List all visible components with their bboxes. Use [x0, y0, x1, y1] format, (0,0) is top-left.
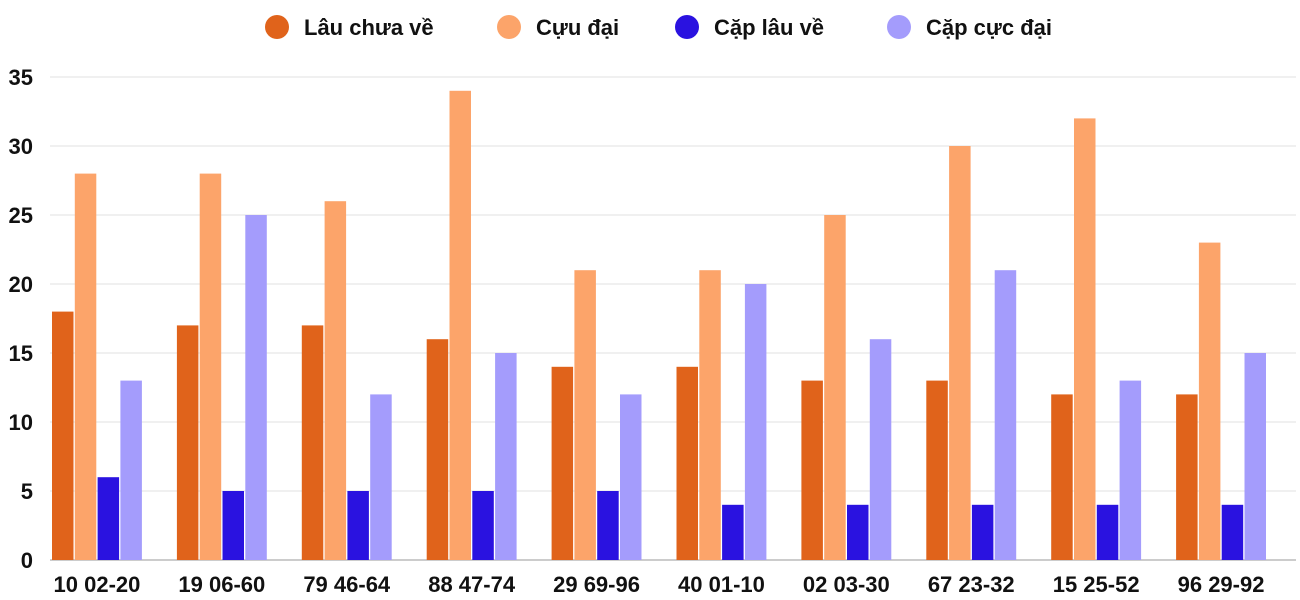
bar [74, 173, 97, 560]
bar [676, 366, 698, 560]
bar [1176, 394, 1198, 560]
x-axis-ticks: 10 02-20 19 06-60 79 46-64 88 47-74 29 69-96… [54, 572, 1265, 597]
bars [52, 90, 1266, 561]
bar [97, 477, 120, 560]
bar [472, 491, 494, 560]
legend-swatch [265, 15, 289, 39]
bar [1221, 504, 1244, 560]
x-tick-label: 10 02-20 [54, 572, 141, 597]
y-tick-label: 5 [21, 479, 33, 504]
x-tick-label: 15 25-52 [1053, 572, 1140, 597]
bar [426, 339, 449, 560]
legend-label: Cặp lâu về [714, 15, 824, 40]
legend-item: Cựu đại [497, 15, 619, 40]
y-tick-label: 30 [9, 134, 33, 159]
gridlines [50, 76, 1296, 561]
bar [847, 504, 869, 560]
bar [597, 491, 619, 560]
bar [574, 270, 596, 560]
legend-label: Cặp cực đại [926, 15, 1052, 40]
bar [1051, 394, 1073, 560]
bar [551, 366, 574, 560]
legend-item: Cặp lâu về [675, 15, 824, 40]
x-tick-label: 02 03-30 [803, 572, 890, 597]
legend-label: Cựu đại [536, 15, 619, 40]
x-tick-label: 88 47-74 [428, 572, 516, 597]
legend: Lâu chưa về Cựu đại Cặp lâu về Cặp cực đại [265, 15, 1052, 40]
bar [801, 380, 823, 560]
bar [120, 380, 142, 560]
bar [301, 325, 324, 560]
bar [370, 394, 392, 560]
bar [199, 173, 222, 560]
y-tick-label: 0 [21, 548, 33, 573]
legend-label: Lâu chưa về [304, 15, 434, 40]
bar [449, 90, 471, 561]
bar [994, 270, 1017, 560]
bar [722, 504, 744, 560]
bar [869, 339, 892, 560]
bar [1074, 118, 1096, 561]
bar [1096, 504, 1119, 560]
y-tick-label: 15 [9, 341, 33, 366]
bar [1119, 380, 1142, 560]
x-tick-label: 19 06-60 [178, 572, 265, 597]
x-tick-label: 40 01-10 [678, 572, 765, 597]
bar [620, 394, 642, 560]
x-tick-label: 29 69-96 [553, 572, 640, 597]
y-tick-label: 35 [9, 65, 33, 90]
bar [324, 201, 347, 560]
x-tick-label: 67 23-32 [928, 572, 1015, 597]
y-tick-label: 10 [9, 410, 33, 435]
bar [926, 380, 948, 560]
bar [971, 504, 994, 560]
legend-item: Cặp cực đại [887, 15, 1052, 40]
bar [176, 325, 199, 560]
x-tick-label: 79 46-64 [303, 572, 391, 597]
y-axis-ticks: 0 5 10 15 20 25 30 35 [9, 65, 33, 573]
legend-swatch [497, 15, 521, 39]
legend-item: Lâu chưa về [265, 15, 434, 40]
bar [245, 215, 267, 560]
bar [347, 491, 369, 560]
bar [744, 284, 767, 560]
legend-swatch [887, 15, 911, 39]
bar [824, 215, 846, 560]
bar [52, 311, 74, 560]
bar [495, 353, 517, 560]
x-tick-label: 96 29-92 [1178, 572, 1265, 597]
legend-swatch [675, 15, 699, 39]
bar [1244, 353, 1266, 560]
bar [949, 146, 971, 560]
bar [222, 491, 244, 560]
bar [699, 270, 721, 560]
bar [1198, 242, 1221, 560]
y-tick-label: 25 [9, 203, 33, 228]
y-tick-label: 20 [9, 272, 33, 297]
